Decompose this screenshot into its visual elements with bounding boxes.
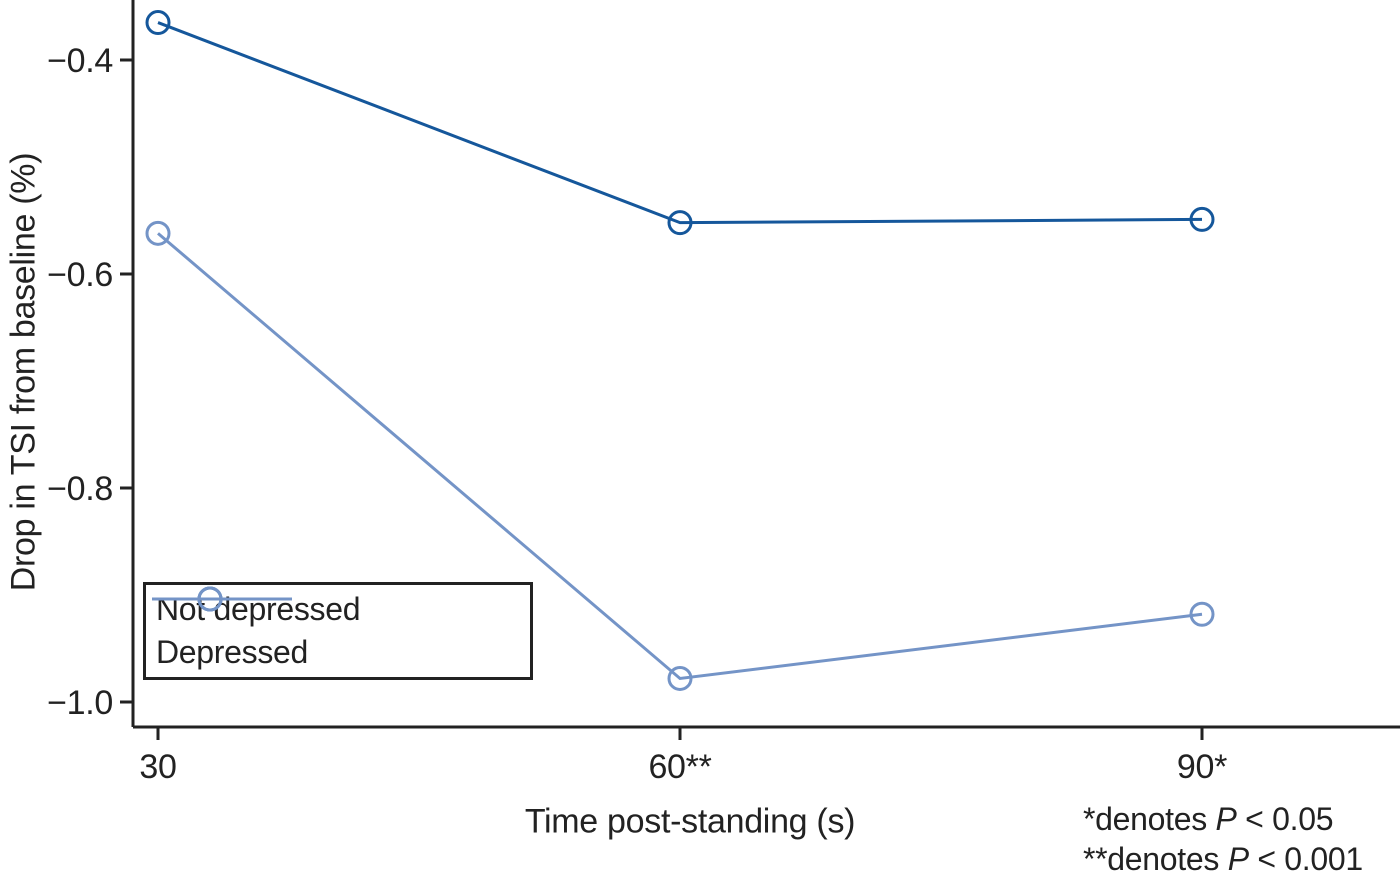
note-prefix: *denotes <box>1083 801 1216 837</box>
y-tick-label: −0.6 <box>47 256 113 294</box>
legend: Not depressed Depressed <box>143 582 533 680</box>
data-point-marker-depressed <box>1189 601 1215 627</box>
significance-note-p001: **denotes P < 0.001 <box>1083 841 1363 878</box>
x-tick-label: 90* <box>1177 748 1227 786</box>
legend-line-marker-depressed <box>152 586 292 612</box>
p-symbol: P <box>1215 801 1237 837</box>
note-suffix: < 0.001 <box>1248 841 1363 877</box>
data-point-marker-not-depressed <box>1189 206 1215 232</box>
y-tick-label: −0.8 <box>47 470 113 508</box>
legend-label-depressed: Depressed <box>156 634 309 670</box>
data-point-marker-not-depressed <box>667 210 693 236</box>
p-symbol: P <box>1227 841 1249 877</box>
legend-label-not-depressed: Not depressed <box>156 591 361 627</box>
note-prefix: **denotes <box>1083 841 1228 877</box>
y-axis-title: Drop in TSI from baseline (%) <box>4 152 43 592</box>
data-point-marker-depressed <box>145 220 171 246</box>
x-tick-label: 60** <box>648 748 711 786</box>
legend-item-depressed: Depressed <box>152 586 530 671</box>
series-line-not-depressed <box>157 21 1203 225</box>
series-line-depressed <box>157 232 1203 681</box>
y-tick-label: −1.0 <box>47 684 113 722</box>
data-point-marker-depressed <box>667 665 693 691</box>
x-axis-title: Time post-standing (s) <box>524 802 856 841</box>
data-point-marker-not-depressed <box>145 10 171 36</box>
significance-note-p05: *denotes P < 0.05 <box>1083 801 1334 838</box>
note-suffix: < 0.05 <box>1236 801 1334 837</box>
x-tick-label: 30 <box>139 748 176 786</box>
y-tick-label: −0.4 <box>47 42 113 80</box>
